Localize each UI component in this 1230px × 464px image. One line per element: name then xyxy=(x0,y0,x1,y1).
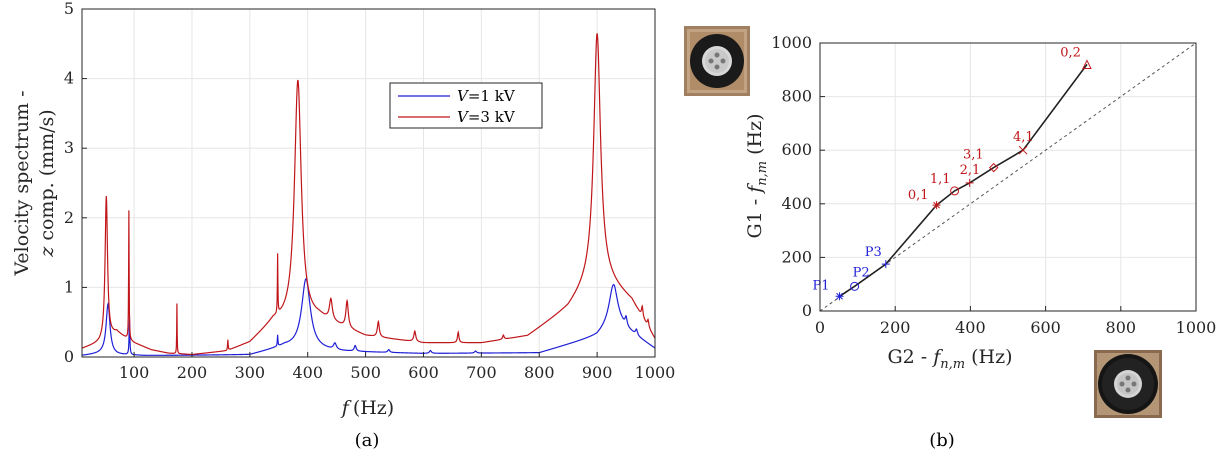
series-line-1kv xyxy=(81,278,656,356)
caption-a: (a) xyxy=(355,430,380,451)
point-2-1: 2,1 xyxy=(960,163,981,187)
panel-b-xlabel: G2 - fn,m (Hz) xyxy=(887,346,1012,372)
tick-label-y-0: 0 xyxy=(64,347,74,366)
point-label-0-1: 0,1 xyxy=(908,188,929,203)
panel-b-frequency-comparison-chart: P1 P2 P3 0,11,1 2,13,1 4,1 0,2 0 200 400 600 800 10… xyxy=(744,33,1216,451)
point-0-1: 0,1 xyxy=(908,188,941,210)
point-label-P3: P3 xyxy=(865,245,882,260)
tick-label-x-900: 900 xyxy=(582,363,613,382)
point-4-1: 4,1 xyxy=(1013,130,1034,155)
tick-label-y-600: 600 xyxy=(781,140,812,159)
panel-b-axes-box xyxy=(819,42,1197,312)
point-label-P1: P1 xyxy=(813,278,830,293)
point-label-P2: P2 xyxy=(853,265,870,280)
device-photo-g2 xyxy=(1094,350,1162,418)
tick-label-y-3: 3 xyxy=(64,138,74,157)
tick-label-x-200: 200 xyxy=(177,363,208,382)
tick-label-x-400: 400 xyxy=(292,363,323,382)
device-photo-g1 xyxy=(684,26,750,96)
tick-label-y-400: 400 xyxy=(781,194,812,213)
legend-box xyxy=(389,82,543,129)
panel-a-ylabel-line2: z comp. (mm/s) xyxy=(36,109,58,257)
marker-cross-b xyxy=(1018,145,1028,155)
marker-circle xyxy=(850,281,860,291)
point-P1: P1 xyxy=(813,278,844,301)
marker-triangle xyxy=(1082,59,1092,69)
point-label-0-2: 0,2 xyxy=(1060,45,1081,60)
tick-label-y-1: 1 xyxy=(64,277,74,296)
point-3-1: 3,1 xyxy=(963,148,999,173)
marker-star-d2 xyxy=(836,292,843,300)
point-label-4-1: 4,1 xyxy=(1013,130,1034,145)
panel-b-ticks: 0 200 400 600 800 1000 0 200 400 600 800 1000 xyxy=(771,33,1216,337)
series-line-3kv xyxy=(81,33,656,356)
panel-b-points: P1 P2 P3 0,11,1 2,13,1 4,1 0,2 xyxy=(813,45,1092,301)
panel-a-series xyxy=(81,33,656,356)
marker-star-d2 xyxy=(933,201,940,209)
tick-label-x-600: 600 xyxy=(408,363,439,382)
panel-a-spectrum-chart: 100 200 300 400 500 600 700 800 900 1000 0 1 2 3 4 5 V=… xyxy=(11,0,675,451)
panel-a-plot-area xyxy=(82,9,655,357)
tick-label-x-200: 200 xyxy=(880,318,911,337)
tick-label-y-800: 800 xyxy=(781,87,812,106)
tick-label-x-1000: 1000 xyxy=(1176,318,1217,337)
panel-a-xlabel: f (Hz) xyxy=(340,397,394,419)
point-label-3-1: 3,1 xyxy=(963,148,984,163)
tick-label-y-1000: 1000 xyxy=(771,33,812,52)
tick-label-x-700: 700 xyxy=(466,363,497,382)
tick-label-y-5: 5 xyxy=(64,0,74,18)
panel-b-ylabel: G1 - fn,m (Hz) xyxy=(744,113,770,238)
legend-entry-1kv: V=1 kV xyxy=(457,87,516,105)
point-P2: P2 xyxy=(850,265,870,291)
point-label-2-1: 2,1 xyxy=(960,163,981,178)
panel-a-ylabel-line1: Velocity spectrum - xyxy=(11,90,33,276)
identity-reference-line xyxy=(819,42,1197,312)
panel-a-ticks: 100 200 300 400 500 600 700 800 900 1000 0 1 2 3 4 5 xyxy=(64,0,676,382)
tick-label-y-4: 4 xyxy=(64,69,74,88)
point-label-1-1: 1,1 xyxy=(930,172,951,187)
tick-label-x-600: 600 xyxy=(1030,318,1061,337)
tick-label-x-100: 100 xyxy=(119,363,150,382)
tick-label-x-800: 800 xyxy=(1106,318,1137,337)
tick-label-y-2: 2 xyxy=(64,208,74,227)
point-0-2: 0,2 xyxy=(1060,45,1092,69)
tick-label-x-300: 300 xyxy=(235,363,266,382)
legend-entry-3kv: V=3 kV xyxy=(457,108,516,126)
marker-circle xyxy=(950,186,960,196)
marker-diamond xyxy=(989,162,999,173)
panel-a-legend: V=1 kV V=3 kV xyxy=(389,82,543,129)
tick-label-x-800: 800 xyxy=(524,363,555,382)
tick-label-x-400: 400 xyxy=(955,318,986,337)
point-1-1: 1,1 xyxy=(930,172,960,196)
panel-a-axes-box xyxy=(81,8,656,358)
tick-label-x-1000: 1000 xyxy=(635,363,676,382)
caption-b: (b) xyxy=(929,430,955,451)
tick-label-y-200: 200 xyxy=(781,247,812,266)
tick-label-y-0: 0 xyxy=(802,301,812,320)
tick-label-x-0: 0 xyxy=(815,318,825,337)
tick-label-x-500: 500 xyxy=(350,363,381,382)
mode-connection-line xyxy=(839,63,1088,297)
point-P3: P3 xyxy=(865,245,890,269)
